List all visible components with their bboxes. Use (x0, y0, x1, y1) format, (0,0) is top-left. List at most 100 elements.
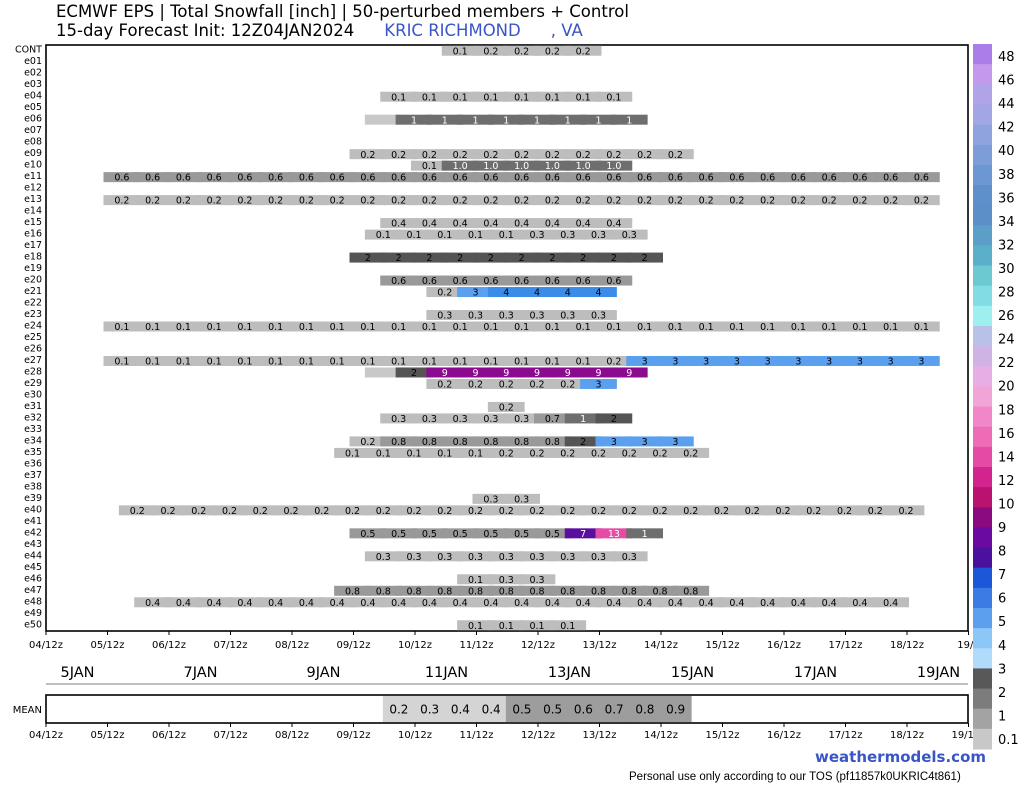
cell-value: 0.2 (668, 150, 683, 161)
colorbar-tick-label: 36 (998, 191, 1015, 206)
snow-cell (549, 310, 587, 321)
snow-cell (411, 321, 448, 332)
snow-cell (564, 149, 602, 160)
member-label: e43 (24, 539, 42, 550)
cell-value: 2 (611, 414, 617, 425)
snow-cell (165, 321, 202, 332)
snow-cell (226, 597, 264, 608)
colorbar-tick-label: 16 (998, 427, 1015, 442)
cell-value: 0.6 (883, 173, 898, 184)
cell-value: 0.2 (345, 506, 360, 517)
cell-value: 1 (411, 115, 417, 126)
chart-subtitle: 15-day Forecast Init: 12Z04JAN2024 KRIC R… (56, 21, 629, 40)
cell-value: 1.0 (545, 161, 560, 172)
snow-cell (226, 321, 264, 332)
colorbar-tick-label: 14 (998, 450, 1015, 465)
snow-cell (380, 528, 417, 539)
snow-cell (195, 321, 233, 332)
cell-value: 3 (472, 288, 478, 299)
cell-value: 0.2 (576, 46, 591, 57)
member-label: e45 (24, 562, 42, 573)
snow-cell (411, 91, 448, 102)
snow-cell (395, 114, 433, 125)
x-tick-label: 05/12z (90, 640, 124, 651)
snow-cell (549, 620, 587, 631)
cell-value: 0.1 (330, 357, 345, 368)
snow-cell (364, 367, 402, 378)
cell-value: 0.5 (391, 529, 406, 540)
cell-value: 0.3 (560, 230, 575, 241)
cell-value: 0.8 (652, 586, 667, 597)
cell-value: 0.2 (499, 506, 514, 517)
snow-cell (595, 218, 633, 229)
colorbar-segment (973, 386, 992, 408)
cell-value: 0.4 (760, 598, 775, 609)
snow-cell (103, 172, 141, 183)
snow-cell (549, 229, 587, 240)
snow-cell (487, 620, 525, 631)
snow-cell (718, 597, 756, 608)
colorbar-tick-label: 30 (998, 262, 1015, 277)
cell-value: 0.2 (360, 196, 375, 207)
cell-value: 0.2 (529, 506, 544, 517)
snow-cell (518, 585, 556, 596)
colorbar-tick-label: 20 (998, 380, 1015, 395)
snow-cell (380, 149, 417, 160)
snow-cell (257, 355, 294, 366)
cell-value: 0.4 (606, 219, 621, 230)
cell-value: 0.8 (376, 586, 391, 597)
cell-value: 0.1 (514, 92, 529, 103)
snow-cell (441, 160, 479, 171)
member-label: e19 (24, 263, 42, 274)
snow-cell (380, 195, 417, 206)
colorbar-tick-label: 26 (998, 309, 1015, 324)
snow-cell (441, 355, 479, 366)
x-tick-label: 11/12z (459, 640, 493, 651)
snow-cell (472, 218, 510, 229)
mean-cell (598, 696, 631, 722)
snow-cell (349, 321, 387, 332)
snow-cell (134, 172, 171, 183)
snow-cell (564, 91, 602, 102)
snow-cell (380, 413, 417, 424)
snow-cell (426, 378, 464, 389)
cell-value: 0.6 (514, 173, 529, 184)
snow-cell (472, 149, 510, 160)
snow-cell (349, 597, 387, 608)
snow-cell (165, 195, 202, 206)
snow-cell (472, 275, 510, 286)
mean-value: 0.3 (420, 703, 439, 717)
cell-value: 0.1 (422, 161, 437, 172)
cell-value: 0.1 (299, 357, 314, 368)
cell-value: 3 (795, 357, 801, 368)
brand-label[interactable]: weathermodels.com (815, 748, 987, 766)
snow-cell (626, 321, 663, 332)
cell-value: 0.6 (514, 276, 529, 287)
snow-cell (364, 585, 402, 596)
snow-cell (472, 413, 510, 424)
cell-value: 1 (472, 115, 478, 126)
cell-value: 0.2 (391, 150, 406, 161)
cell-value: 0.2 (314, 506, 329, 517)
snow-cell (610, 585, 648, 596)
snow-cell (518, 114, 556, 125)
cell-value: 0.4 (514, 219, 529, 230)
snow-cell (610, 367, 648, 378)
snow-cell (872, 597, 909, 608)
colorbar-tick-label: 32 (998, 238, 1015, 253)
member-label: e18 (24, 252, 42, 263)
snow-cell (426, 367, 464, 378)
snow-cell (564, 160, 602, 171)
cell-value: 0.1 (422, 92, 437, 103)
cell-value: 0.4 (145, 598, 160, 609)
cell-value: 0.2 (130, 506, 145, 517)
cell-value: 0.3 (591, 230, 606, 241)
cell-value: 0.1 (114, 357, 129, 368)
mean-label: MEAN (13, 705, 42, 716)
snow-cell (764, 505, 802, 516)
snow-cell (534, 160, 571, 171)
snow-cell (903, 172, 940, 183)
cell-value: 0.2 (514, 150, 529, 161)
member-label: e13 (24, 194, 42, 205)
snow-cell (718, 172, 756, 183)
